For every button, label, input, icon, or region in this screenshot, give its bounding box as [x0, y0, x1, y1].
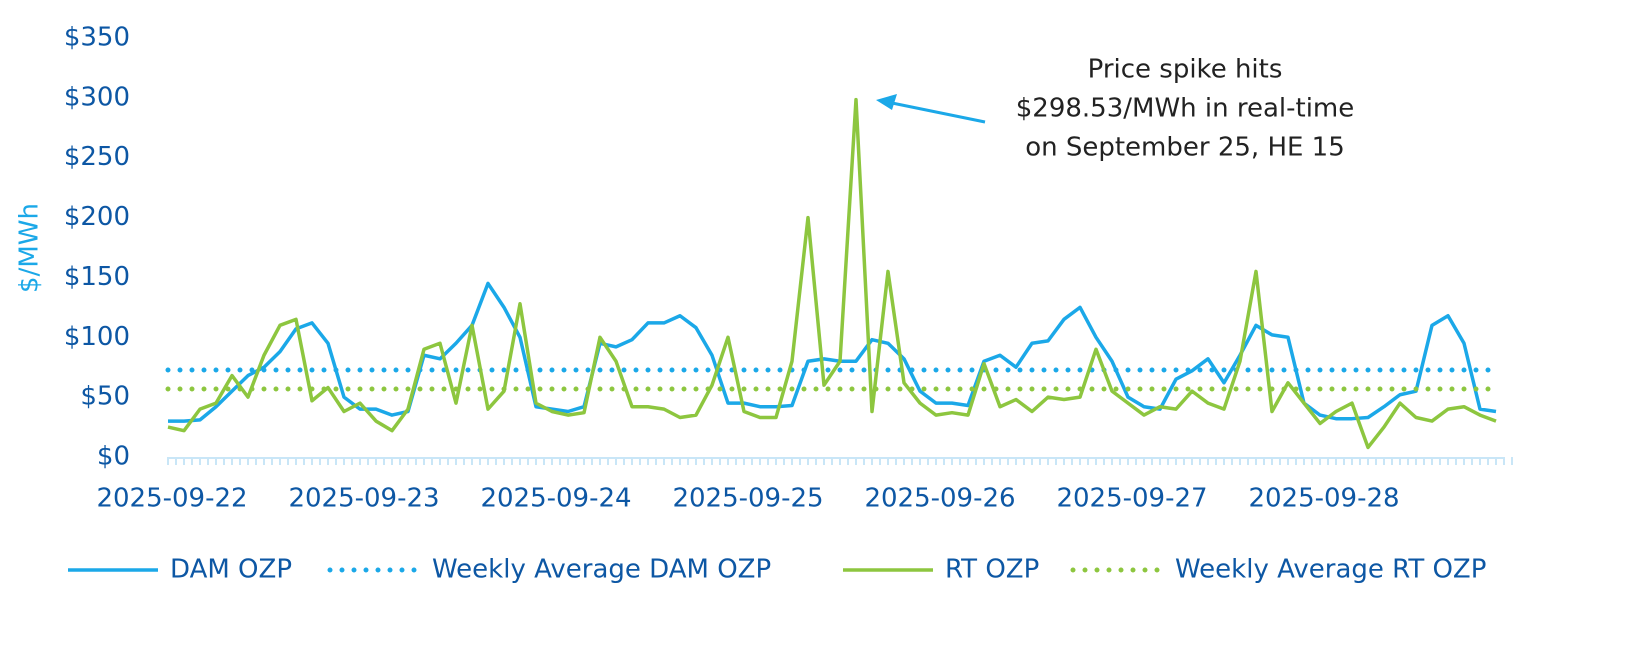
legend-label: Weekly Average RT OZP	[1175, 555, 1486, 585]
x-tick-label: 2025-09-22	[96, 484, 247, 514]
y-tick-label: $100	[64, 322, 130, 352]
y-tick-label: $200	[64, 202, 130, 232]
legend-label: DAM OZP	[170, 555, 292, 585]
y-axis-label: $/MWh	[15, 203, 45, 293]
x-tick-label: 2025-09-27	[1056, 484, 1207, 514]
x-tick-label: 2025-09-23	[288, 484, 439, 514]
annotation: Price spike hits	[1088, 55, 1283, 85]
y-tick-label: $350	[64, 23, 130, 53]
annotation: $298.53/MWh in real-time	[1016, 94, 1355, 124]
x-tick-label: 2025-09-26	[864, 484, 1015, 514]
y-tick-label: $0	[97, 442, 130, 472]
annotation: on September 25, HE 15	[1025, 133, 1345, 163]
series-line	[167, 97, 1497, 450]
series-line	[168, 281, 1497, 423]
x-tick-label: 2025-09-24	[480, 484, 631, 514]
y-tick-label: $150	[64, 262, 130, 292]
y-tick-label: $300	[64, 82, 130, 112]
annotation-arrow	[891, 101, 986, 124]
legend-label: RT OZP	[945, 555, 1039, 585]
legend-label: Weekly Average DAM OZP	[432, 555, 771, 585]
x-tick-label: 2025-09-25	[672, 484, 823, 514]
y-tick-label: $250	[64, 142, 130, 172]
annotation-arrowhead	[876, 94, 897, 110]
y-tick-label: $50	[80, 382, 130, 412]
x-tick-label: 2025-09-28	[1248, 484, 1399, 514]
